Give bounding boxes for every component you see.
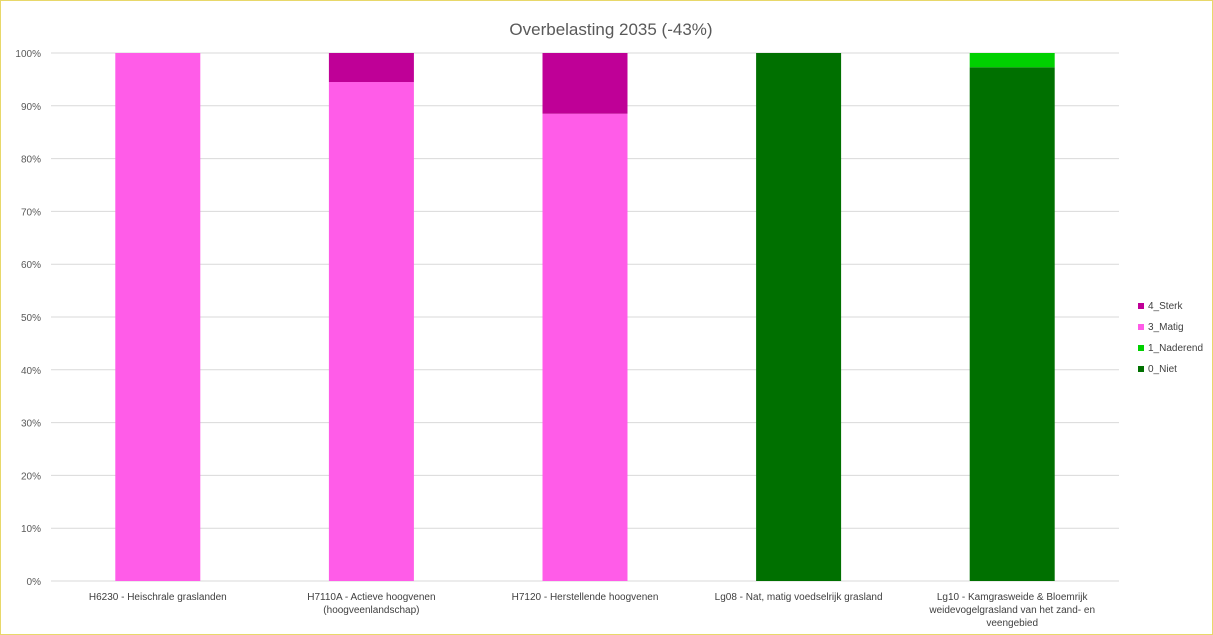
legend-label: 1_Naderend <box>1148 343 1203 354</box>
bar-segment-0-niet <box>969 67 1055 582</box>
y-tick-label: 40% <box>21 366 41 377</box>
y-tick-label: 20% <box>21 471 41 482</box>
y-tick-label: 10% <box>21 524 41 535</box>
x-axis-category-labels: H6230 - Heischrale graslanden H7110A - Ac… <box>89 592 1095 629</box>
y-tick-label: 0% <box>27 577 42 588</box>
legend: 4_Sterk 3_Matig 1_Naderend 0_Niet <box>1138 301 1203 375</box>
y-tick-label: 80% <box>21 155 41 166</box>
y-axis-ticks: 0% 10% 20% 30% 40% 50% 60% 70% 80% 90% 100% <box>15 49 41 588</box>
bar-segment-1-naderend <box>969 53 1055 68</box>
bar-segment-4-sterk <box>328 53 414 83</box>
x-category-label: Lg08 - Nat, matig voedselrijk grasland <box>715 592 883 603</box>
y-tick-label: 90% <box>21 102 41 113</box>
legend-label: 0_Niet <box>1148 364 1177 375</box>
chart-title: Overbelasting 2035 (-43%) <box>509 20 712 39</box>
y-tick-label: 70% <box>21 207 41 218</box>
bars <box>115 53 1055 582</box>
y-tick-label: 50% <box>21 313 41 324</box>
bar-segment-3-matig <box>115 53 201 581</box>
legend-item: 1_Naderend <box>1138 343 1203 354</box>
legend-swatch <box>1138 303 1144 309</box>
legend-swatch <box>1138 366 1144 372</box>
x-category-label: H7120 - Herstellende hoogvenen <box>512 592 659 603</box>
legend-swatch <box>1138 324 1144 330</box>
bar-segment-3-matig <box>542 113 628 581</box>
legend-item: 0_Niet <box>1138 364 1177 375</box>
x-category-label: H7110A - Actieve hoogvenen (hoogveenlands… <box>307 592 435 616</box>
x-category-label: H6230 - Heischrale graslanden <box>89 592 227 603</box>
bar-segment-0-niet <box>756 53 842 581</box>
y-tick-label: 100% <box>15 49 41 60</box>
legend-item: 4_Sterk <box>1138 301 1183 312</box>
legend-swatch <box>1138 345 1144 351</box>
legend-item: 3_Matig <box>1138 322 1184 333</box>
y-tick-label: 60% <box>21 260 41 271</box>
y-tick-label: 30% <box>21 419 41 430</box>
legend-label: 4_Sterk <box>1148 301 1183 312</box>
bar-segment-4-sterk <box>542 53 628 114</box>
legend-label: 3_Matig <box>1148 322 1184 333</box>
x-category-label: Lg10 - Kamgrasweide & Bloemrijk weidevoge… <box>928 592 1095 629</box>
bar-segment-3-matig <box>328 82 414 581</box>
